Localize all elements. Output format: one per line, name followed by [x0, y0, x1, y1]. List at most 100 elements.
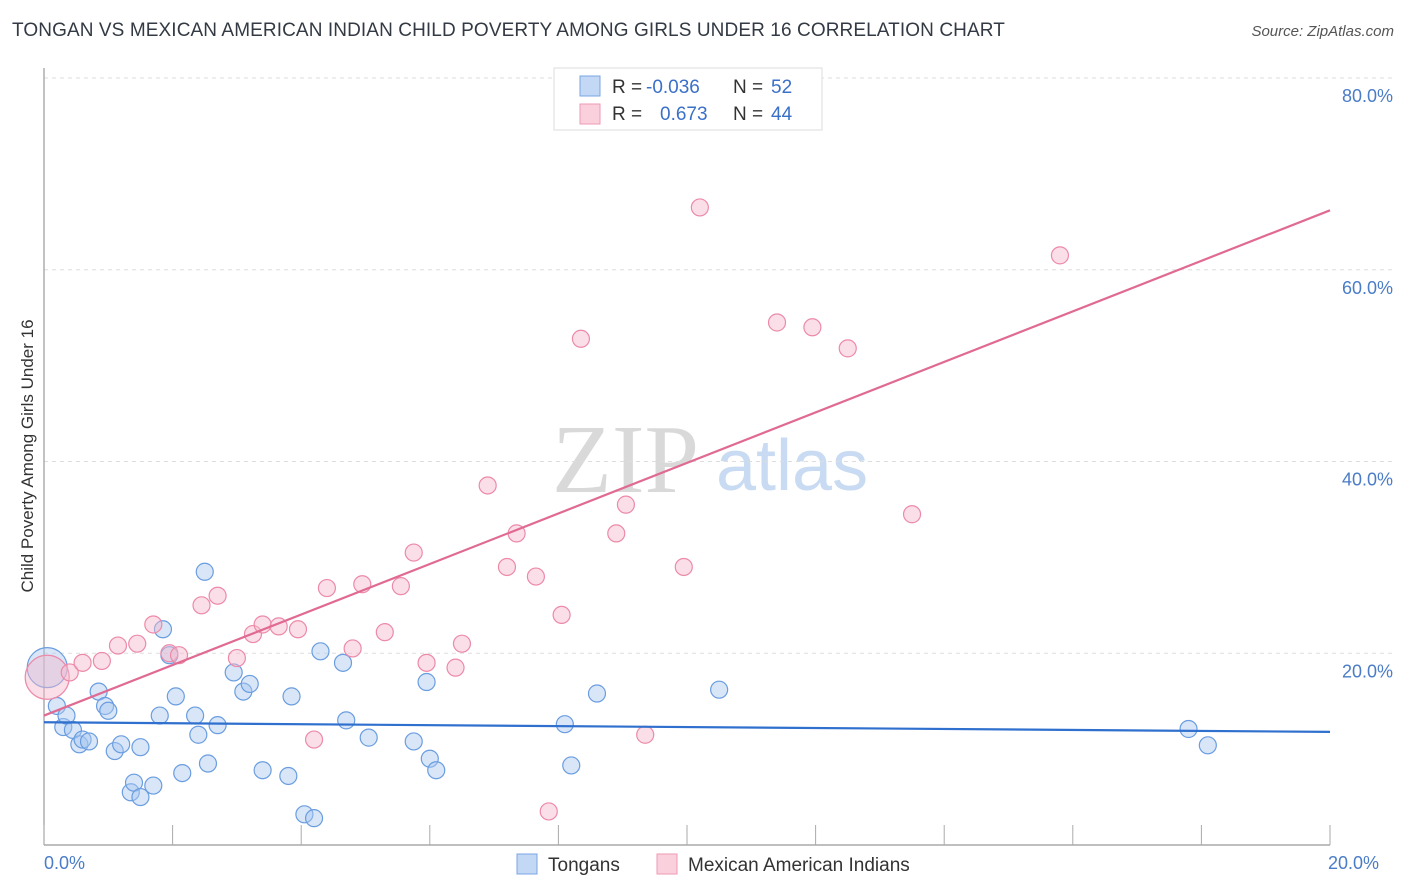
y-tick-labels: 20.0% 40.0% 60.0% 80.0% [1342, 86, 1393, 681]
tongans-point-7 [79, 732, 99, 751]
mexican-american-indians-point-18 [343, 639, 362, 658]
mexican-american-indians-trend-line [43, 209, 1331, 717]
tongans-point-34 [295, 805, 314, 824]
mexican-american-indians-point-17 [317, 578, 337, 598]
mexican-american-indians-point-1 [60, 663, 79, 682]
stats-legend-n-value-1: 44 [771, 104, 793, 125]
watermark-atlas: atlas [716, 426, 868, 506]
chart-source: Source: ZipAtlas.com [1251, 23, 1394, 40]
mexican-american-indians-point-15 [288, 620, 308, 639]
mexican-american-indians-point-41 [838, 339, 857, 358]
mexican-american-indians-point-31 [552, 605, 571, 625]
stats-legend-swatch-mexican [579, 103, 601, 125]
mexican-american-indians-point-42 [902, 505, 922, 524]
tongans-point-10 [99, 701, 118, 720]
tongans-points [26, 562, 1217, 828]
y-tick-label-40: 40.0% [1342, 470, 1393, 490]
mexican-american-indians-point-35 [636, 725, 655, 744]
mexican-american-indians-point-11 [227, 648, 246, 668]
mexican-american-indians-point-29 [526, 567, 545, 586]
tongans-point-30 [240, 674, 259, 694]
mexican-american-indians-point-40 [803, 318, 822, 337]
tongans-point-42 [420, 749, 439, 768]
x-tick-marks [43, 825, 1331, 845]
x-tick-label-max: 20.0% [1328, 853, 1379, 873]
mexican-american-indians-point-37 [690, 198, 709, 217]
tongans-point-27 [208, 716, 227, 735]
stats-legend-n-value-0: 52 [771, 77, 792, 98]
tongans-point-38 [337, 711, 356, 730]
tongans-point-17 [144, 776, 163, 795]
tongans-point-47 [710, 680, 729, 699]
mexican-american-indians-point-21 [391, 577, 410, 596]
mexican-american-indians-point-26 [478, 476, 497, 495]
mexican-american-indians-point-43 [1050, 246, 1070, 265]
stats-legend-n-label-0: N = [733, 77, 763, 98]
stats-legend-swatch-tongans [579, 75, 601, 97]
mexican-american-indians-point-33 [607, 524, 626, 543]
tongans-point-25 [195, 562, 214, 581]
mexican-american-indians-point-22 [404, 543, 423, 562]
stats-legend-n-label-1: N = [733, 104, 763, 125]
tongans-point-40 [404, 732, 423, 751]
tongans-point-32 [279, 766, 298, 786]
tongans-point-28 [224, 663, 243, 682]
mexican-american-indians-points [24, 92, 1070, 821]
tongans-point-36 [311, 642, 330, 661]
y-tick-label-80: 80.0% [1342, 86, 1393, 106]
stats-legend-r-value-1: 0.673 [660, 104, 708, 125]
tongans-point-49 [1198, 736, 1217, 755]
tongans-point-11 [105, 741, 124, 761]
stats-legend-r-label-0: R = [612, 77, 642, 98]
tongans-point-45 [562, 756, 581, 775]
mexican-american-indians-point-25 [452, 634, 472, 653]
mexican-american-indians-point-20 [375, 623, 394, 642]
series-legend: Tongans Mexican American Indians [516, 853, 910, 876]
stats-legend-r-label-1: R = [612, 104, 642, 125]
mexican-american-indians-point-39 [767, 313, 787, 332]
tongans-point-46 [587, 684, 607, 703]
tongans-point-31 [253, 761, 272, 780]
legend-swatch-tongans [516, 853, 538, 875]
chart-title: TONGAN VS MEXICAN AMERICAN INDIAN CHILD … [12, 20, 1005, 41]
legend-swatch-mexican-american-indians [656, 853, 678, 875]
tongans-point-15 [131, 787, 150, 807]
tongans-point-35 [304, 809, 324, 828]
mexican-american-indians-point-5 [128, 634, 147, 653]
stats-legend-r-value-0: -0.036 [646, 77, 700, 98]
mexican-american-indians-point-24 [446, 658, 465, 677]
tongans-point-24 [189, 725, 208, 744]
mexican-american-indians-point-32 [571, 329, 591, 348]
mexican-american-indians-point-9 [192, 596, 211, 615]
tongans-point-44 [555, 715, 574, 734]
tongans-point-39 [359, 728, 378, 747]
tongans-point-22 [173, 763, 192, 783]
tongans-point-12 [112, 735, 131, 754]
legend-label-mexican-american-indians: Mexican American Indians [688, 855, 910, 876]
tongans-point-41 [417, 672, 436, 692]
tongans-point-6 [73, 730, 92, 749]
tongans-point-23 [186, 706, 205, 725]
mexican-american-indians-point-10 [208, 586, 227, 605]
tongans-point-16 [131, 738, 150, 757]
tongans-point-13 [121, 783, 140, 802]
mexican-american-indians-point-23 [417, 653, 436, 672]
tongans-point-19 [153, 620, 173, 639]
y-axis-label: Child Poverty Among Girls Under 16 [18, 319, 37, 592]
mexican-american-indians-point-34 [616, 495, 636, 514]
y-tick-label-20: 20.0% [1342, 661, 1393, 681]
mexican-american-indians-point-2 [73, 653, 92, 672]
tongans-point-43 [427, 761, 446, 780]
stats-legend: R = -0.036 N = 52 R = 0.673 N = 44 [553, 67, 823, 131]
mexican-american-indians-point-3 [92, 651, 111, 671]
tongans-point-9 [95, 696, 115, 716]
tongans-point-33 [282, 687, 301, 706]
tongans-point-21 [166, 687, 185, 706]
mexican-american-indians-point-16 [304, 730, 324, 749]
mexican-american-indians-point-30 [539, 802, 558, 821]
mexican-american-indians-point-36 [674, 557, 693, 577]
gridlines [44, 77, 1392, 654]
mexican-american-indians-point-27 [497, 557, 517, 577]
tongans-point-26 [198, 754, 218, 773]
